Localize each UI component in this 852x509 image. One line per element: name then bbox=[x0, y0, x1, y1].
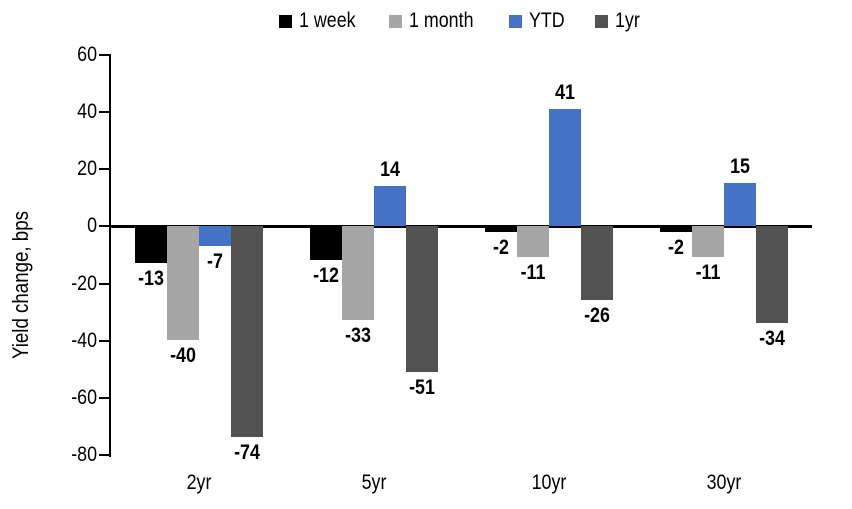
bar-value-label: -11 bbox=[520, 261, 546, 284]
bar-value-label: -51 bbox=[409, 376, 435, 399]
legend-swatch bbox=[278, 14, 292, 28]
legend-swatch bbox=[509, 14, 523, 28]
legend-item: 1yr bbox=[595, 8, 644, 34]
y-tick-mark bbox=[99, 283, 111, 285]
bar-value-label: 41 bbox=[555, 81, 575, 104]
bar-value-label: -74 bbox=[234, 441, 260, 464]
legend-label: 1yr bbox=[615, 9, 640, 32]
y-tick-mark bbox=[99, 168, 111, 170]
bar-value-label: -2 bbox=[668, 236, 684, 259]
legend-item: 1 week bbox=[278, 8, 366, 34]
y-tick-mark bbox=[99, 225, 111, 227]
bar bbox=[310, 226, 342, 260]
x-axis-label: 10yr bbox=[531, 471, 567, 494]
bar bbox=[756, 226, 788, 323]
x-axis-zero-line bbox=[111, 225, 812, 228]
bar-value-label: -26 bbox=[584, 304, 610, 327]
bar bbox=[167, 226, 199, 340]
x-axis-label: 30yr bbox=[706, 471, 742, 494]
bar bbox=[517, 226, 549, 257]
bar-value-label: -33 bbox=[345, 324, 371, 347]
y-tick-mark bbox=[99, 397, 111, 399]
y-tick-mark bbox=[99, 111, 111, 113]
bar-value-label: -12 bbox=[313, 264, 339, 287]
bar bbox=[724, 183, 756, 226]
bar bbox=[199, 226, 231, 246]
y-tick-label: 40 bbox=[77, 100, 97, 123]
y-axis-line bbox=[109, 55, 111, 457]
bar-value-label: -11 bbox=[695, 261, 721, 284]
chart-legend: 1 week 1 month YTD 1yr bbox=[111, 6, 812, 36]
legend-swatch bbox=[389, 14, 403, 28]
y-tick-label: -40 bbox=[71, 329, 97, 352]
y-tick-mark bbox=[99, 54, 111, 56]
y-tick-label: -20 bbox=[71, 272, 97, 295]
bar bbox=[660, 226, 692, 232]
bar-value-label: 15 bbox=[730, 155, 750, 178]
y-tick-label: -80 bbox=[71, 443, 97, 466]
bar-value-label: -34 bbox=[759, 327, 785, 350]
bar-value-label: -2 bbox=[493, 236, 509, 259]
legend-label: 1 week bbox=[298, 9, 356, 32]
bar-value-label: -40 bbox=[170, 344, 196, 367]
legend-item: 1 month bbox=[389, 8, 485, 34]
x-axis-label: 2yr bbox=[186, 471, 212, 494]
bar bbox=[231, 226, 263, 437]
bar bbox=[135, 226, 167, 263]
legend-item: YTD bbox=[509, 8, 571, 34]
bar bbox=[485, 226, 517, 232]
bar-value-label: 14 bbox=[380, 158, 400, 181]
bar bbox=[406, 226, 438, 372]
bar bbox=[549, 109, 581, 226]
y-tick-label: 20 bbox=[77, 157, 97, 180]
y-tick-mark bbox=[99, 454, 111, 456]
y-tick-label: 0 bbox=[87, 214, 97, 237]
x-axis-label: 5yr bbox=[361, 471, 387, 494]
y-tick-mark bbox=[99, 340, 111, 342]
bar bbox=[692, 226, 724, 257]
bar bbox=[374, 186, 406, 226]
legend-swatch bbox=[595, 14, 609, 28]
bar-value-label: -7 bbox=[207, 250, 223, 273]
bar bbox=[342, 226, 374, 320]
y-tick-label: 60 bbox=[77, 43, 97, 66]
legend-label: YTD bbox=[529, 9, 565, 32]
bar bbox=[581, 226, 613, 300]
legend-label: 1 month bbox=[409, 9, 474, 32]
bar-value-label: -13 bbox=[138, 267, 164, 290]
y-tick-label: -60 bbox=[71, 386, 97, 409]
